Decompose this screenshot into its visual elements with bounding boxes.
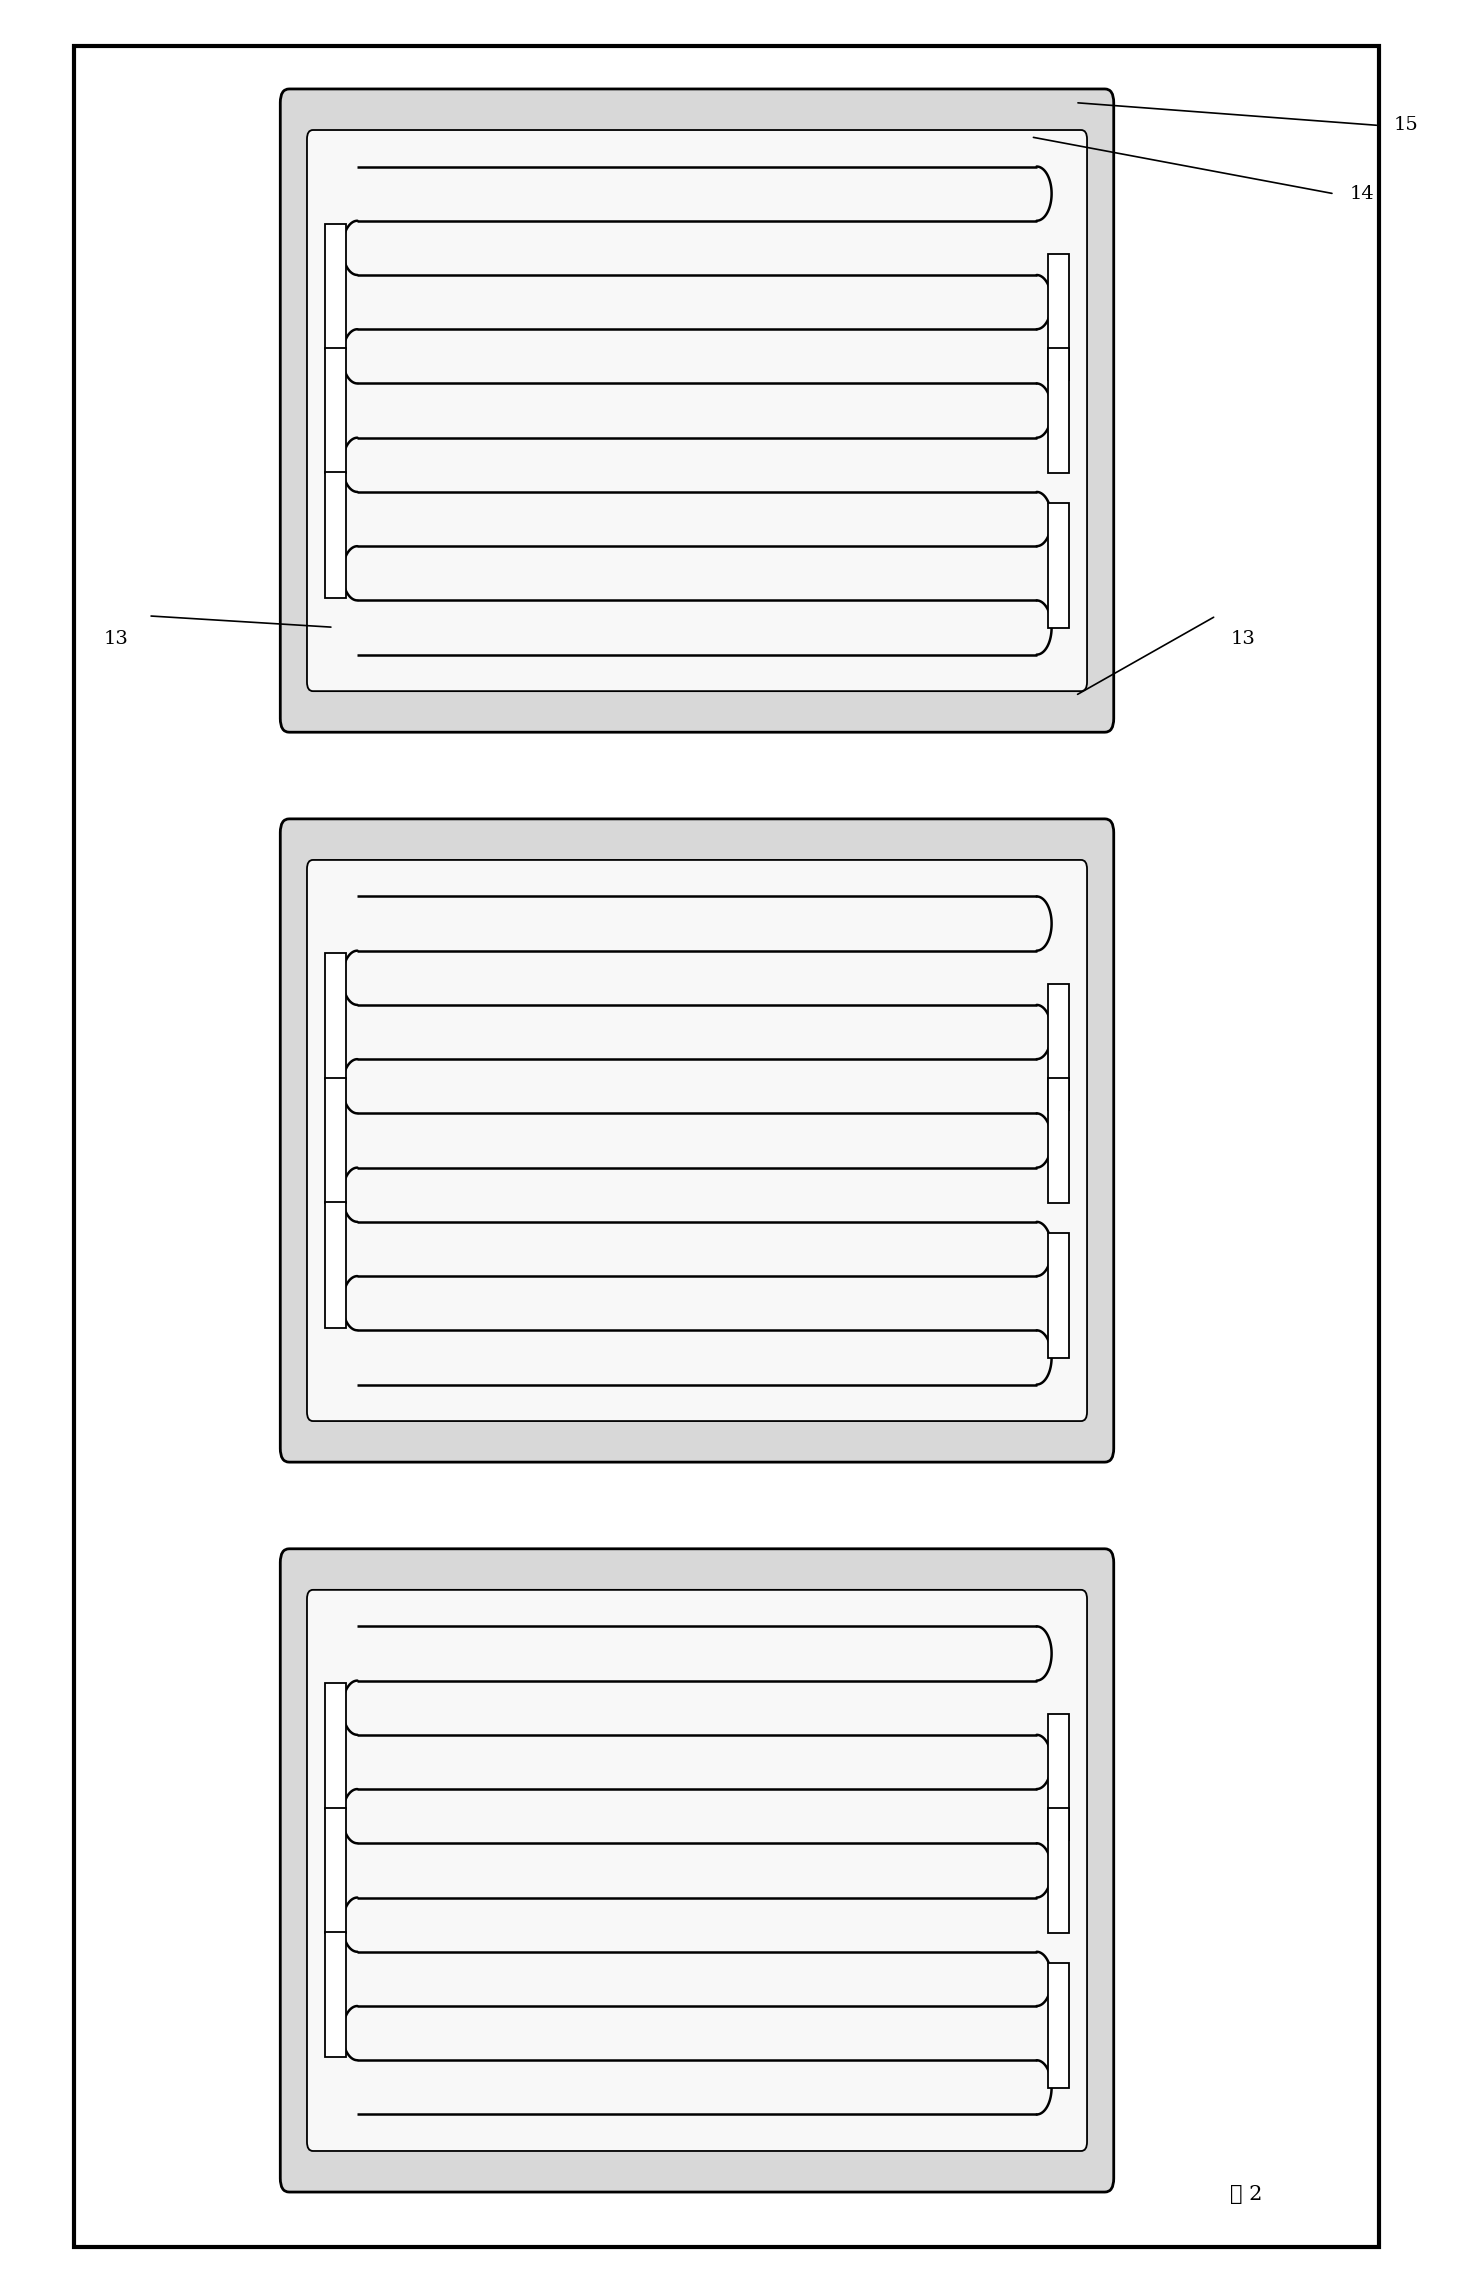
Text: 13: 13	[104, 630, 129, 648]
Bar	[1048, 347, 1069, 474]
Bar	[325, 953, 346, 1079]
Text: 13: 13	[1231, 630, 1256, 648]
Bar	[1048, 1232, 1069, 1357]
Bar	[1048, 983, 1069, 1109]
Bar	[1048, 1079, 1069, 1204]
FancyBboxPatch shape	[307, 860, 1087, 1421]
Bar	[1048, 1807, 1069, 1932]
Bar	[325, 224, 346, 349]
Bar	[1048, 502, 1069, 627]
Text: 图 2: 图 2	[1229, 2185, 1262, 2203]
Bar	[74, 46, 1379, 2247]
FancyBboxPatch shape	[307, 130, 1087, 691]
Bar	[325, 472, 346, 598]
FancyBboxPatch shape	[307, 1590, 1087, 2151]
Text: 14: 14	[1350, 185, 1375, 203]
FancyBboxPatch shape	[280, 89, 1114, 732]
Bar	[1048, 253, 1069, 381]
Bar	[325, 1202, 346, 1328]
Bar	[325, 1807, 346, 1932]
Bar	[325, 1932, 346, 2057]
FancyBboxPatch shape	[280, 819, 1114, 1462]
Bar	[1048, 1962, 1069, 2089]
FancyBboxPatch shape	[280, 1549, 1114, 2192]
Bar	[325, 1079, 346, 1204]
Bar	[325, 1683, 346, 1809]
Bar	[1048, 1715, 1069, 1838]
Text: 15: 15	[1394, 116, 1419, 135]
Bar	[325, 347, 346, 474]
